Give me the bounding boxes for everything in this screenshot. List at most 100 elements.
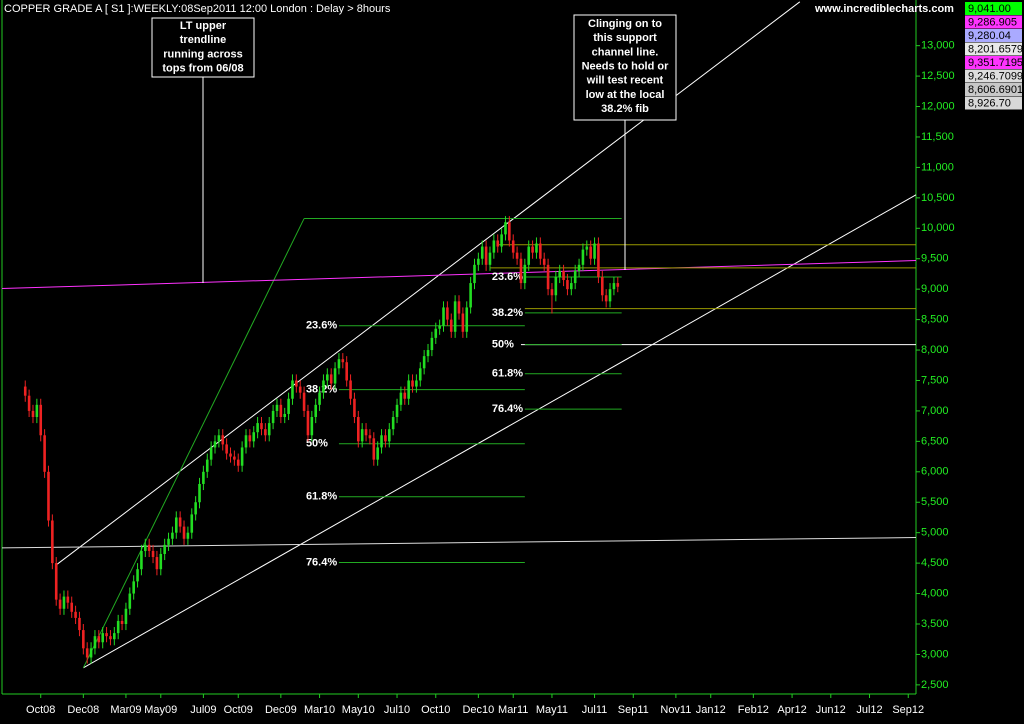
candle-body: [267, 423, 271, 436]
candle-body: [593, 243, 596, 259]
candle-body: [566, 280, 569, 290]
candle-body: [209, 447, 213, 460]
candle-body: [546, 264, 550, 290]
y-tick-label: 12,500: [921, 70, 955, 82]
candle-body: [85, 648, 89, 658]
fib-label: 23.6%: [306, 320, 337, 332]
candle-body: [167, 538, 170, 545]
y-tick-label: 5,000: [921, 527, 949, 539]
candle-body: [589, 246, 592, 259]
fib-label: 50%: [492, 338, 514, 350]
candle-body: [105, 633, 108, 637]
candle-body: [562, 270, 565, 281]
candle-body: [225, 444, 228, 454]
candle-body: [54, 563, 58, 600]
candle-body: [573, 270, 577, 284]
y-tick-label: 8,500: [921, 314, 949, 326]
candle-body: [504, 222, 507, 235]
candle-body: [252, 432, 256, 442]
x-tick-label: Dec10: [462, 704, 494, 716]
candle-body: [202, 471, 205, 484]
y-tick-label: 12,000: [921, 100, 955, 112]
candle-body: [473, 264, 476, 284]
y-tick-label: 8,000: [921, 344, 949, 356]
candle-body: [287, 398, 290, 414]
candle-body: [535, 243, 538, 253]
candle-body: [248, 435, 252, 442]
candle-body: [492, 240, 496, 253]
x-tick-label: Apr12: [777, 704, 806, 716]
candle-body: [116, 620, 120, 634]
candle-body: [178, 517, 182, 527]
y-tick-label: 13,000: [921, 40, 955, 52]
candle-body: [136, 569, 139, 582]
candle-body: [58, 599, 62, 609]
annotation-text: trendline: [180, 34, 226, 46]
candle-body: [527, 246, 531, 265]
price-box-label: 8,926.70: [968, 97, 1011, 109]
candle-body: [469, 283, 472, 308]
candle-body: [124, 608, 128, 624]
price-box-label: 9,286.905: [968, 16, 1017, 28]
x-tick-label: Jan12: [696, 704, 726, 716]
candle-body: [558, 270, 561, 277]
candle-body: [415, 380, 418, 387]
candle-body: [554, 276, 558, 296]
candle-body: [233, 456, 236, 460]
price-box-label: 8,606.6901: [968, 84, 1023, 96]
candle-body: [457, 301, 461, 314]
candle-body: [612, 283, 616, 290]
candle-body: [600, 276, 604, 296]
candle-body: [326, 374, 329, 381]
price-box-label: 9,246.7099: [968, 70, 1023, 82]
candle-body: [221, 435, 225, 445]
annotation-box: [151, 17, 255, 78]
candle-body: [132, 581, 135, 594]
candle-body: [23, 386, 27, 396]
candle-body: [31, 410, 35, 418]
fib-label: 50%: [306, 438, 328, 450]
trend-line: [82, 218, 305, 669]
candle-body: [190, 514, 194, 533]
candle-body: [418, 368, 422, 381]
candle-body: [229, 453, 232, 457]
annotation-text: 38.2% fib: [601, 103, 649, 115]
candle-body: [279, 404, 283, 418]
fib-label: 76.4%: [492, 403, 523, 415]
x-tick-label: Jul09: [190, 704, 216, 716]
candle-body: [341, 359, 345, 363]
fib-label: 76.4%: [306, 556, 337, 568]
candle-body: [322, 380, 325, 393]
candle-body: [511, 240, 515, 253]
candle-body: [380, 435, 383, 448]
y-tick-label: 11,000: [921, 161, 954, 173]
price-box: [965, 56, 1022, 69]
candle-body: [449, 319, 453, 332]
price-box: [965, 69, 1022, 83]
y-tick-label: 11,500: [921, 131, 954, 143]
candle-body: [62, 596, 66, 609]
candle-body: [244, 435, 248, 448]
annotation-text: tops from 06/08: [162, 63, 243, 75]
candle-body: [426, 350, 430, 357]
x-tick-label: May11: [536, 704, 568, 716]
price-box: [965, 15, 1022, 29]
candle-body: [407, 380, 410, 399]
candle-body: [430, 337, 434, 351]
candle-body: [275, 404, 279, 411]
x-tick-label: Dec09: [265, 704, 297, 716]
annotation-text: will test recent: [586, 75, 664, 87]
candle-body: [35, 404, 39, 418]
candle-body: [155, 557, 159, 570]
y-tick-label: 3,000: [921, 648, 949, 660]
candle-body: [519, 258, 523, 284]
candle-body: [488, 252, 492, 265]
x-tick-label: Nov11: [660, 704, 691, 716]
candle-body: [66, 596, 70, 603]
candle-body: [438, 325, 441, 329]
fib-label: 38.2%: [306, 384, 337, 396]
fib-label: 61.8%: [492, 368, 523, 380]
candle-body: [140, 550, 143, 570]
